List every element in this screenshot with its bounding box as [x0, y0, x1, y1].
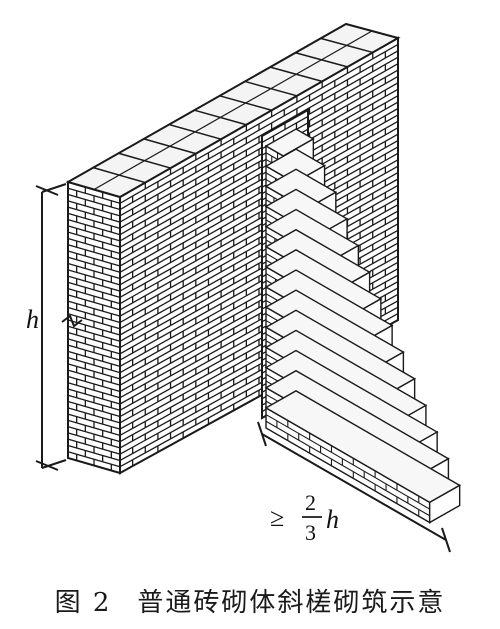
height-label: h — [26, 305, 39, 334]
figure-caption: 图 2 普通砖砌体斜槎砌筑示意 — [0, 582, 500, 619]
fraction-numerator: 2 — [305, 490, 316, 515]
figure-number: 图 2 — [55, 582, 112, 619]
figure-title: 普通砖砌体斜槎砌筑示意 — [137, 582, 445, 619]
brick-wall-diagram: h ≥ 2 3 h — [0, 0, 500, 575]
length-prefix: ≥ — [270, 503, 284, 532]
fraction-denominator: 3 — [305, 520, 316, 545]
length-symbol: h — [326, 505, 339, 534]
